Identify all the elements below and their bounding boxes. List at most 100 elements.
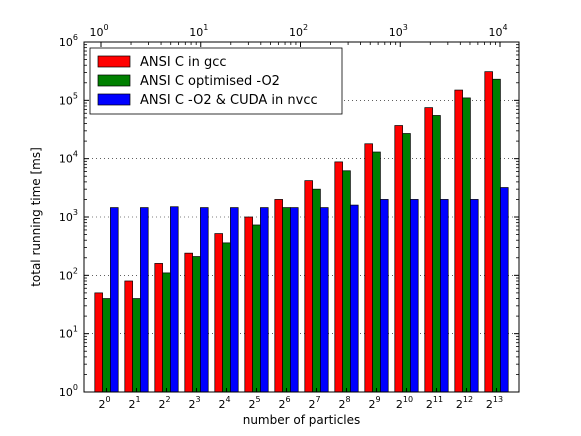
grid-lines (84, 100, 519, 334)
y-tick-base: 10 (59, 328, 73, 341)
top-tick-label: 104 (488, 23, 507, 39)
x-tick-label: 21 (128, 395, 140, 411)
y-tick-label: 103 (59, 208, 78, 224)
bar-cuda (500, 187, 509, 393)
legend-swatch (97, 74, 131, 87)
legend-box (89, 47, 343, 115)
x-tick-exponent: 9 (375, 395, 380, 404)
bar-cuda (440, 199, 449, 393)
top-tick-exponent: 2 (303, 23, 308, 32)
top-tick-label: 101 (189, 23, 208, 39)
bar-gcc (94, 292, 103, 393)
x-tick-label: 213 (486, 395, 503, 411)
y-tick-exponent: 5 (73, 91, 78, 100)
top-tick-base: 10 (89, 26, 103, 39)
y-tick-exponent: 6 (73, 33, 78, 42)
bar-cuda (380, 199, 389, 393)
legend-entry-label: ANSI C optimised -O2 (140, 74, 280, 89)
bar-gcc (454, 89, 463, 393)
bar-cuda (410, 199, 419, 393)
bar-cuda (140, 207, 149, 393)
y-tick-label: 100 (59, 383, 78, 399)
bar-o2 (222, 242, 231, 393)
x-tick-exponent: 1 (135, 395, 140, 404)
y-tick-label: 106 (59, 33, 78, 49)
x-tick-base: 2 (368, 398, 375, 411)
y-tick-base: 10 (59, 269, 73, 282)
y-tick-base: 10 (59, 94, 73, 107)
x-tick-label: 23 (188, 395, 200, 411)
bar-cuda (230, 207, 239, 393)
legend: ANSI C in gcc ANSI C optimised -O2 ANSI C … (89, 47, 343, 115)
bar-gcc (424, 107, 433, 393)
x-tick-label: 27 (308, 395, 320, 411)
x-tick-base: 2 (456, 398, 463, 411)
tick-marks (84, 41, 519, 393)
top-tick-label: 102 (289, 23, 308, 39)
x-tick-label: 212 (456, 395, 473, 411)
y-tick-exponent: 0 (73, 383, 78, 392)
bar-o2 (102, 298, 111, 393)
x-tick-base: 2 (218, 398, 225, 411)
bar-cuda (170, 206, 179, 393)
bar-o2 (192, 256, 201, 393)
x-tick-exponent: 4 (225, 395, 230, 404)
x-tick-exponent: 8 (345, 395, 350, 404)
top-tick-base: 10 (189, 26, 203, 39)
x-tick-exponent: 13 (493, 395, 503, 404)
bar-gcc (394, 125, 403, 393)
y-tick-base: 10 (59, 211, 73, 224)
y-axis-title: total running time [ms] (29, 147, 43, 287)
bar-gcc (334, 161, 343, 393)
x-tick-label: 28 (338, 395, 350, 411)
bar-gcc (184, 252, 193, 393)
x-tick-base: 2 (426, 398, 433, 411)
x-tick-base: 2 (486, 398, 493, 411)
x-axis-title: number of particles (243, 413, 361, 427)
bar-gcc (214, 233, 223, 393)
x-tick-base: 2 (396, 398, 403, 411)
bar-cuda (290, 207, 299, 393)
bar-gcc (124, 280, 133, 393)
top-tick-labels: 100 101 102 103 104 (89, 23, 507, 39)
top-tick-base: 10 (289, 26, 303, 39)
top-tick-exponent: 1 (203, 23, 208, 32)
x-tick-exponent: 7 (315, 395, 320, 404)
bar-o2 (132, 298, 141, 393)
y-tick-label: 105 (59, 91, 78, 107)
x-tick-exponent: 2 (165, 395, 170, 404)
bar-cuda (260, 207, 269, 393)
bar-o2 (432, 115, 441, 393)
x-tick-exponent: 11 (433, 395, 443, 404)
x-tick-label: 20 (98, 395, 110, 411)
y-tick-exponent: 3 (73, 208, 78, 217)
bar-o2 (162, 272, 171, 393)
top-tick-label: 100 (89, 23, 108, 39)
x-tick-label: 22 (158, 395, 170, 411)
legend-entry-label: ANSI C in gcc (140, 55, 227, 70)
bar-o2 (312, 188, 321, 393)
x-tick-exponent: 10 (403, 395, 413, 404)
y-tick-exponent: 2 (73, 266, 78, 275)
bar-cuda (110, 207, 119, 393)
x-tick-label: 24 (218, 395, 230, 411)
bar-cuda (320, 207, 329, 393)
y-tick-base: 10 (59, 386, 73, 399)
x-tick-base: 2 (188, 398, 195, 411)
y-tick-label: 101 (59, 325, 78, 341)
x-tick-base: 2 (278, 398, 285, 411)
bar-cuda (470, 199, 479, 393)
y-tick-base: 10 (59, 153, 73, 166)
x-tick-base: 2 (128, 398, 135, 411)
bar-o2 (372, 151, 381, 393)
top-tick-base: 10 (488, 26, 502, 39)
x-tick-label: 210 (396, 395, 413, 411)
bar-cuda (350, 204, 359, 393)
bar-gcc (274, 199, 283, 393)
x-tick-label: 26 (278, 395, 290, 411)
x-tick-base: 2 (308, 398, 315, 411)
x-tick-exponent: 6 (285, 395, 290, 404)
top-tick-exponent: 4 (502, 23, 507, 32)
